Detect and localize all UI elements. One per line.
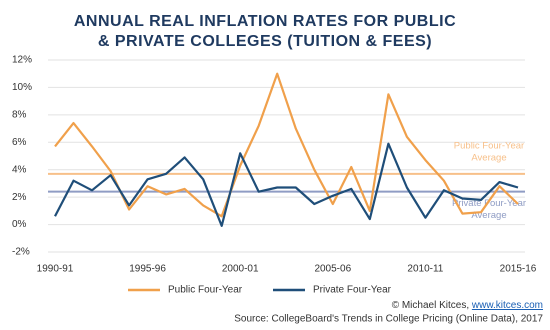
credit-link[interactable]: www.kitces.com — [471, 300, 543, 311]
y-tick-label: -2% — [12, 247, 30, 258]
x-tick-label: 2005-06 — [314, 264, 351, 275]
y-tick-label: 6% — [12, 137, 27, 148]
x-tick-label: 2015-16 — [500, 264, 537, 275]
credit-name: © Michael Kitces, — [392, 300, 472, 311]
credit: © Michael Kitces, www.kitces.com — [392, 300, 543, 311]
x-tick-label: 1990-91 — [37, 264, 74, 275]
average-label: Public Four-Year — [454, 140, 524, 151]
average-label: Private Four-Year — [452, 198, 526, 209]
average-label: Average — [471, 210, 506, 221]
series-line — [54, 72, 519, 218]
legend-label: Public Four-Year — [168, 285, 243, 296]
y-tick-label: 12% — [12, 55, 32, 66]
y-tick-label: 8% — [12, 109, 27, 120]
chart-title: & PRIVATE COLLEGES (TUITION & FEES) — [98, 33, 432, 50]
x-tick-label: 2000-01 — [222, 264, 259, 275]
y-tick-label: 4% — [12, 164, 27, 175]
x-tick-label: 2010-11 — [407, 264, 443, 275]
x-tick-label: 1995-96 — [129, 264, 166, 275]
y-tick-label: 0% — [12, 219, 27, 230]
source: Source: CollegeBoard's Trends in College… — [234, 314, 543, 325]
series-line — [54, 142, 519, 227]
y-tick-label: 2% — [12, 192, 27, 203]
legend-label: Private Four-Year — [313, 285, 392, 296]
average-label: Average — [471, 152, 506, 163]
y-tick-label: 10% — [12, 82, 32, 93]
chart-title: ANNUAL REAL INFLATION RATES FOR PUBLIC — [74, 13, 456, 30]
